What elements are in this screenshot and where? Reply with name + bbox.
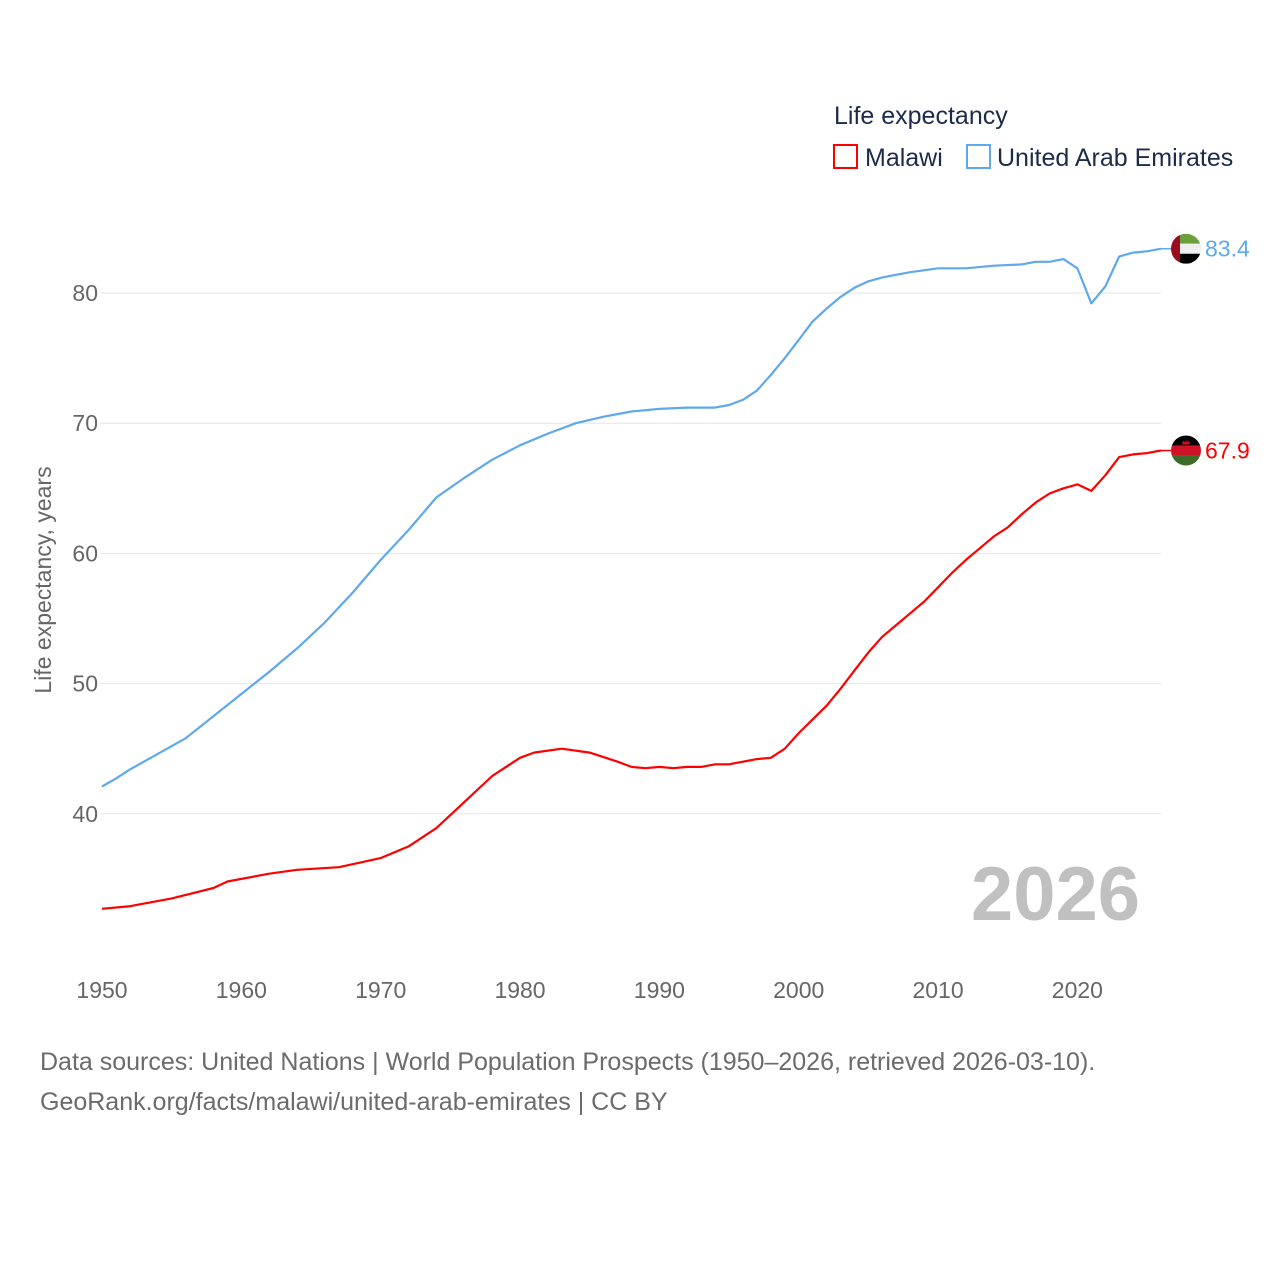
x-tick-label: 2010	[912, 977, 963, 1003]
legend-item-uae[interactable]: United Arab Emirates	[966, 144, 1233, 172]
x-tick-label: 1960	[216, 977, 267, 1003]
current-year-label: 2026	[971, 852, 1140, 937]
series-line-uae	[101, 247, 1162, 788]
source-link[interactable]: GeoRank.org/facts/malawi/united-arab-emi…	[40, 1088, 668, 1116]
series-line-malawi	[101, 449, 1162, 910]
gridlines	[100, 292, 1161, 815]
y-tick-label: 60	[72, 540, 98, 566]
x-tick-label: 1980	[494, 977, 545, 1003]
x-axis-ticks: 1950 1960 1970 1980 1990 2000 2010 2020	[76, 977, 1103, 1003]
y-tick-label: 40	[72, 801, 98, 827]
y-tick-label: 50	[72, 671, 98, 697]
legend-swatch-uae	[966, 144, 991, 169]
series-end-markers: 67.9 83.4	[1161, 233, 1250, 466]
y-axis-label: Life expectancy, years	[30, 466, 56, 693]
y-tick-label: 70	[72, 410, 98, 436]
end-value-label: 83.4	[1205, 236, 1250, 262]
malawi-flag-icon	[1171, 435, 1201, 466]
legend-title: Life expectancy	[834, 102, 1008, 130]
end-value-label: 67.9	[1205, 438, 1250, 464]
legend-item-malawi[interactable]: Malawi	[833, 144, 943, 172]
x-tick-label: 2000	[773, 977, 824, 1003]
legend-swatch-malawi	[833, 144, 858, 169]
data-sources-text: Data sources: United Nations | World Pop…	[40, 1048, 1096, 1076]
y-axis-ticks: 40 50 60 70 80	[72, 280, 98, 827]
uae-flag-icon	[1171, 233, 1201, 264]
x-tick-label: 2020	[1052, 977, 1103, 1003]
legend-label-uae: United Arab Emirates	[997, 144, 1233, 172]
series-lines	[101, 247, 1162, 910]
x-tick-label: 1970	[355, 977, 406, 1003]
x-tick-label: 1950	[76, 977, 127, 1003]
y-tick-label: 80	[72, 280, 98, 306]
x-tick-label: 1990	[634, 977, 685, 1003]
footer: Data sources: United Nations | World Pop…	[40, 1042, 1095, 1122]
line-chart: 40 50 60 70 80 1950 1960 1970 1980 1990 2000 2010 2…	[30, 102, 1250, 1003]
legend-label-malawi: Malawi	[865, 144, 943, 172]
